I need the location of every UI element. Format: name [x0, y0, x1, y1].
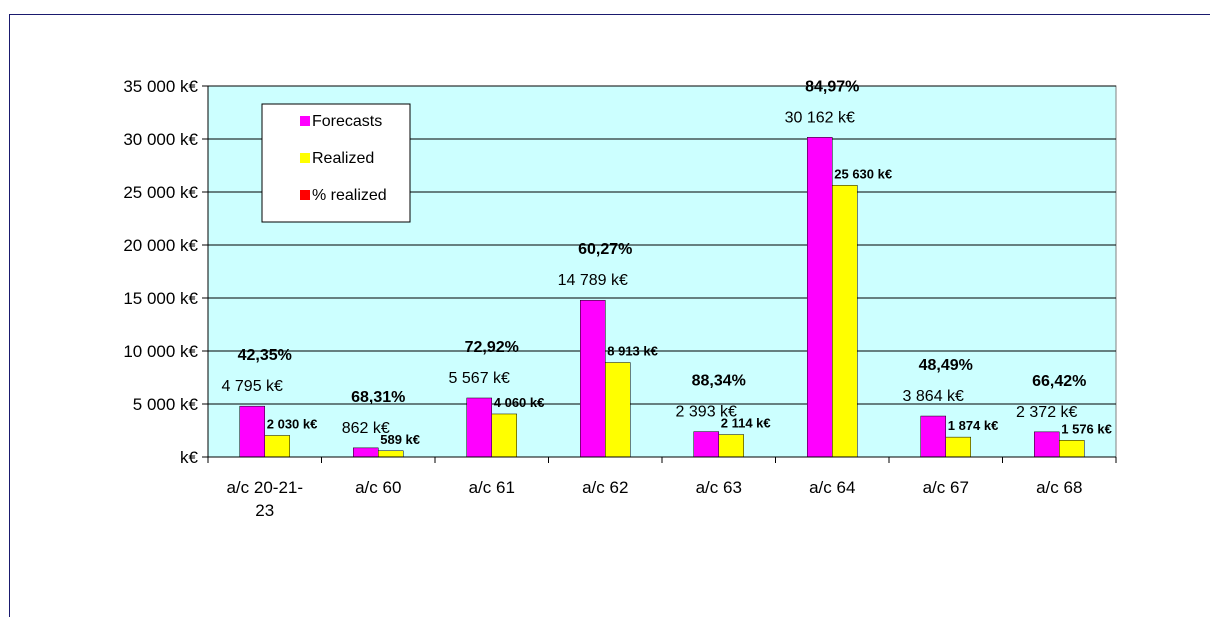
bar-realized [605, 362, 631, 458]
bar-realized [378, 450, 404, 458]
legend-label: % realized [312, 187, 387, 204]
bar-forecasts [466, 397, 492, 458]
data-label-forecasts: 3 864 k€ [903, 388, 964, 405]
y-tick-label: 20 000 k€ [123, 236, 198, 255]
data-label-percent: 60,27% [578, 241, 632, 258]
bars [239, 137, 1085, 458]
bar-forecasts [580, 299, 606, 458]
x-category-label: a/c 68 [1036, 478, 1082, 497]
axes [207, 86, 1117, 463]
data-label-realized: 1 874 k€ [948, 418, 999, 433]
x-category-label: a/c 62 [582, 478, 628, 497]
bar-forecasts [353, 447, 379, 458]
data-label-forecasts: 5 567 k€ [449, 370, 510, 387]
bar-forecasts [920, 415, 946, 458]
x-axis-categories: a/c 20-21- 23 a/c 60 a/c 61 a/c 62 a/c 63 a/c … [226, 478, 1082, 520]
x-category-label: a/c 61 [469, 478, 515, 497]
data-label-realized: 4 060 k€ [494, 395, 545, 410]
bar-realized [832, 185, 858, 458]
bar-forecasts [807, 137, 833, 458]
data-label-realized: 2 030 k€ [267, 416, 318, 431]
bar-realized [491, 413, 517, 458]
legend-box [261, 103, 411, 223]
data-label-forecasts: 4 795 k€ [222, 378, 283, 395]
y-tick-label: 35 000 k€ [123, 77, 198, 96]
legend-label: Forecasts [312, 113, 382, 130]
data-label-percent: 48,49% [919, 357, 973, 374]
x-category-label: 23 [255, 501, 274, 520]
chart-frame-left-border [9, 14, 10, 617]
legend-swatch [300, 153, 310, 163]
data-label-realized: 589 k€ [380, 432, 420, 447]
data-label-percent: 42,35% [238, 347, 292, 364]
data-label-realized: 25 630 k€ [834, 166, 892, 181]
data-label-realized: 8 913 k€ [607, 344, 658, 359]
chart-frame-top-border [9, 14, 1210, 15]
bar-realized [264, 435, 290, 458]
data-label-forecasts: 862 k€ [342, 420, 390, 437]
data-label-forecasts: 2 372 k€ [1016, 404, 1077, 421]
data-label-percent: 66,42% [1032, 373, 1086, 390]
y-tick-label: 30 000 k€ [123, 130, 198, 149]
bar-forecasts [693, 431, 719, 458]
bar-forecasts [239, 405, 265, 458]
x-category-label: a/c 63 [696, 478, 742, 497]
data-label-forecasts: 14 789 k€ [558, 272, 628, 289]
legend-label: Realized [312, 150, 374, 167]
legend: Forecasts Realized % realized [261, 103, 411, 223]
x-category-label: a/c 20-21- [226, 478, 303, 497]
bar-realized [945, 436, 971, 458]
data-label-realized: 1 576 k€ [1061, 421, 1112, 436]
x-category-label: a/c 64 [809, 478, 855, 497]
y-tick-label: 10 000 k€ [123, 342, 198, 361]
y-tick-label: 25 000 k€ [123, 183, 198, 202]
bar-forecasts [1034, 431, 1060, 458]
x-category-label: a/c 60 [355, 478, 401, 497]
data-label-realized: 2 114 k€ [721, 416, 771, 431]
data-label-percent: 72,92% [465, 339, 519, 356]
data-label-percent: 84,97% [805, 78, 859, 95]
y-axis-ticks: k€ 5 000 k€ 10 000 k€ 15 000 k€ 20 000 k€ 25 … [123, 77, 208, 467]
bar-realized [1059, 440, 1085, 458]
x-category-label: a/c 67 [923, 478, 969, 497]
legend-swatch [300, 116, 310, 126]
y-tick-label: 15 000 k€ [123, 289, 198, 308]
data-label-forecasts: 2 393 k€ [676, 404, 737, 421]
data-label-percent: 88,34% [692, 373, 746, 390]
bar-realized [718, 434, 744, 458]
legend-swatch [300, 190, 310, 200]
y-tick-label: k€ [180, 448, 199, 467]
data-label-forecasts: 30 162 k€ [785, 109, 855, 126]
data-labels: 4 795 k€ 2 030 k€ 42,35% 862 k€589 k€ 68,31%… [222, 78, 1112, 446]
data-label-percent: 68,31% [351, 389, 405, 406]
y-tick-label: 5 000 k€ [133, 395, 199, 414]
